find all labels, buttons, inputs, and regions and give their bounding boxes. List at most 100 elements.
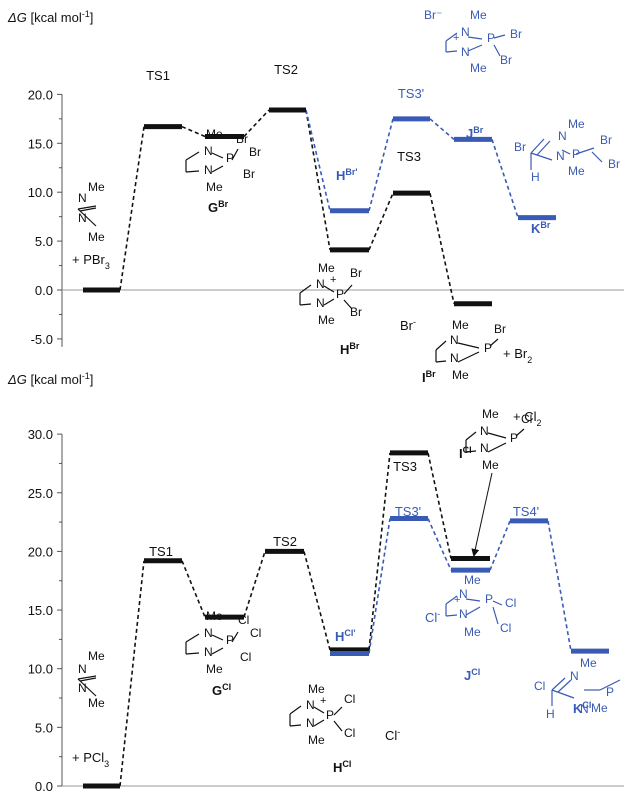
annotation-arrow	[471, 472, 493, 557]
atom-label: Br	[249, 145, 261, 159]
atom-label: N	[204, 163, 213, 177]
bond	[487, 442, 507, 453]
bond	[333, 720, 343, 732]
bond	[489, 338, 499, 347]
atom-label: Me	[308, 733, 325, 747]
connector-j-to-ts4-prime	[489, 520, 511, 571]
bond	[445, 50, 458, 53]
bond	[185, 151, 200, 161]
bond	[435, 360, 447, 363]
atom-label: P	[226, 633, 234, 647]
atom-label: Me	[470, 8, 487, 22]
atom-label: Br	[350, 266, 362, 280]
molecule-i: Me N PCl N Me	[465, 407, 532, 472]
atom-label: P	[487, 31, 495, 45]
connector-start-to-ts1	[119, 560, 145, 787]
atom-label: N	[459, 607, 468, 621]
label-ts1: TS1	[149, 544, 173, 559]
label-cl: Cl-	[385, 727, 400, 743]
atom-label: N	[558, 129, 567, 143]
bond	[289, 705, 302, 715]
atom-label: Me	[88, 696, 105, 710]
connector-h-prime-to-ts3-prime	[368, 518, 391, 654]
atom-label: Br	[608, 157, 620, 171]
y-tick-label: 5.0	[35, 720, 53, 735]
y-tick-label: 20.0	[28, 544, 53, 559]
bond	[79, 207, 97, 212]
atom-label: Me	[318, 261, 335, 275]
atom-label: N	[480, 441, 489, 455]
bond	[445, 595, 458, 605]
y-tick-label: 30.0	[28, 427, 53, 442]
atom-label: H	[531, 170, 540, 184]
atom-label: Me	[568, 117, 585, 131]
atom-label: Cl	[238, 613, 249, 627]
atom-label: Cl	[521, 412, 532, 426]
atom-label: Br	[243, 167, 255, 181]
atom-label: N	[450, 333, 459, 347]
bond	[487, 432, 507, 439]
atom-label: N	[78, 662, 87, 676]
bond	[313, 719, 325, 727]
atom-label: P	[510, 431, 518, 445]
bond	[185, 170, 200, 173]
label-pcl3: + PCl3	[72, 750, 109, 769]
atom-label: +	[453, 32, 459, 44]
y-tick-label: 5.0	[35, 234, 53, 249]
atom-label: Me	[482, 458, 499, 472]
label-ts3-prime: TS3'	[395, 504, 421, 519]
label-cl: Cl-	[425, 609, 440, 625]
label-pbr3: + PBr3	[72, 252, 110, 271]
atom-label: Me	[470, 61, 487, 75]
atom-label: P	[336, 287, 344, 301]
y-tick-label: 10.0	[28, 662, 53, 677]
atom-label: N	[204, 144, 213, 158]
label-ts3-prime: TS3'	[398, 86, 424, 101]
atom-label: Br	[600, 133, 612, 147]
bond	[536, 140, 551, 156]
connector-ts3-to-i	[429, 193, 455, 304]
connector-ts2-to-h	[303, 551, 331, 651]
bond	[185, 652, 200, 655]
label-hcl: HCl	[333, 759, 351, 775]
connector-ts1-to-g	[181, 125, 206, 138]
molecule-h: Me N +P Br Br N Me	[299, 261, 362, 327]
connector-ts3-prime-to-j	[427, 518, 452, 571]
bond	[323, 285, 335, 293]
bond	[313, 706, 325, 714]
label-ts2: TS2	[274, 62, 298, 77]
connector-h-to-ts3	[368, 192, 394, 251]
label-icl: ICl	[459, 445, 472, 461]
bond	[445, 614, 458, 617]
connector-start-to-ts1	[119, 126, 145, 291]
atom-label: N	[204, 645, 213, 659]
label-br: Br-	[400, 317, 416, 333]
label-ts1: TS1	[146, 68, 170, 83]
atom-label: Me	[206, 609, 223, 623]
atom-label: N	[78, 211, 87, 225]
atom-label: Me	[464, 625, 481, 639]
connector-h-prime-to-ts3-prime	[368, 118, 394, 211]
label-gbr: GBr	[208, 199, 229, 215]
y-tick-label: 0.0	[35, 779, 53, 791]
connector-h-to-ts3	[368, 452, 391, 651]
bond	[77, 205, 97, 210]
atom-label: Cl	[500, 621, 511, 635]
bond	[465, 598, 481, 602]
atom-label: N	[556, 149, 565, 163]
molecule-h: Me N +P Cl Cl N Me	[289, 682, 355, 747]
atom-label: Cl	[240, 650, 251, 664]
label-ts4-prime: TS4'	[513, 504, 539, 519]
connector-g-to-ts2	[243, 551, 266, 618]
atom-label: N	[461, 25, 470, 39]
atom-label: Br	[494, 322, 506, 336]
bond	[515, 428, 525, 437]
label-gcl: GCl	[212, 682, 231, 698]
atom-label: Me	[568, 164, 585, 178]
bond	[323, 298, 335, 306]
atom-label: H	[546, 707, 555, 721]
